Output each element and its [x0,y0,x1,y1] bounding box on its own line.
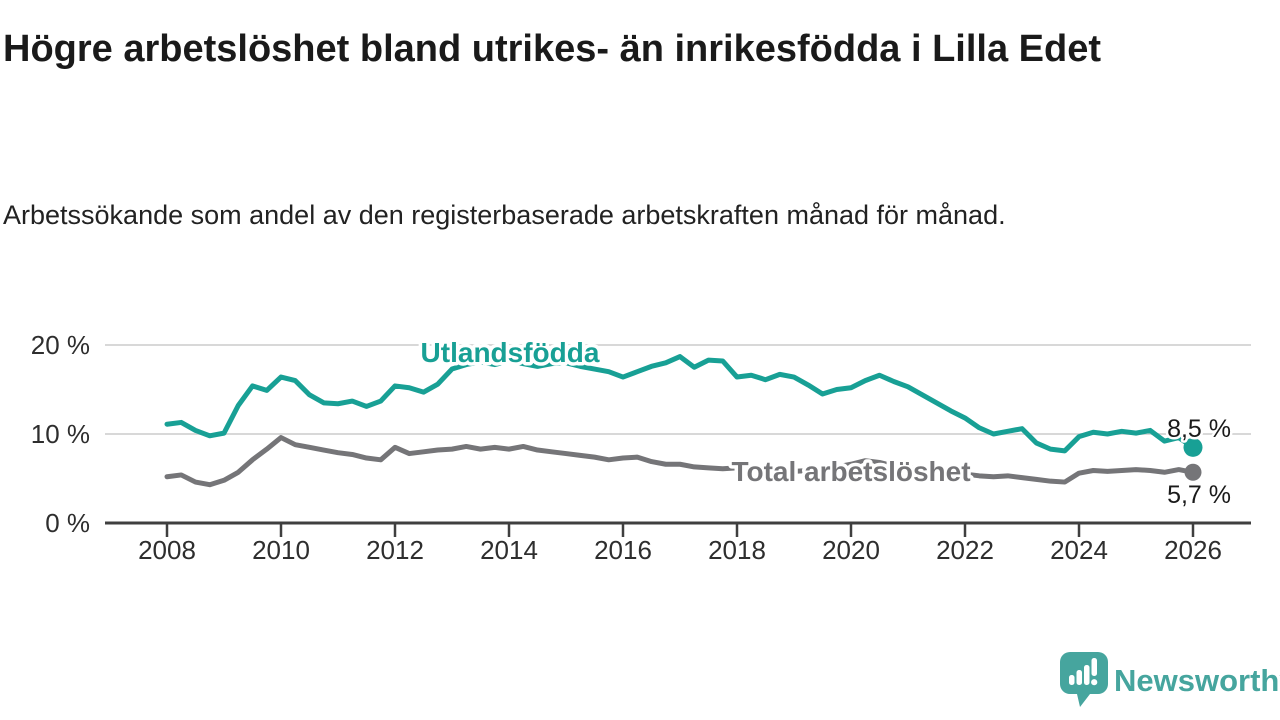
unemployment-line-chart: 2008 2010 2012 2014 2016 2018 2020 2022 2024 2026… [31,330,1251,565]
bar-chart-speech-bubble-icon [1060,652,1108,707]
series-label-utlandsfodda: Utlandsfödda [421,337,600,368]
x-tick-label-2020: 2020 [822,535,880,565]
x-tick-label-2014: 2014 [480,535,538,565]
y-tick-label-10: 10 % [31,419,90,449]
x-tick-label-2010: 2010 [252,535,310,565]
y-tick-label-20: 20 % [31,330,90,360]
newsworthy-logo: Newsworthy [1060,652,1280,707]
newsworthy-logo-text: Newsworthy [1114,663,1280,698]
x-tick-label-2016: 2016 [594,535,652,565]
series-endpoint-dot-utlandsfodda [1183,437,1203,457]
chart-subtitle: Arbetssökande som andel av den registerb… [3,200,1006,230]
series-label-total: Total arbetslöshet [731,456,970,487]
x-tick-label-2008: 2008 [138,535,196,565]
x-tick-label-2012: 2012 [366,535,424,565]
series-line-total [164,435,1196,488]
end-value-label-utlandsfodda: 8,5 % [1167,415,1231,443]
chart-title: Högre arbetslöshet bland utrikes- än inr… [3,28,1102,70]
x-tick-label-2024: 2024 [1050,535,1108,565]
y-tick-label-0: 0 % [45,508,90,538]
x-tick-label-2026: 2026 [1164,535,1222,565]
x-tick-label-2022: 2022 [936,535,994,565]
end-value-label-total: 5,7 % [1167,481,1231,509]
series-endpoint-dot-total [1184,463,1202,481]
x-tick-label-2018: 2018 [708,535,766,565]
series-line-utlandsfodda [164,354,1196,454]
